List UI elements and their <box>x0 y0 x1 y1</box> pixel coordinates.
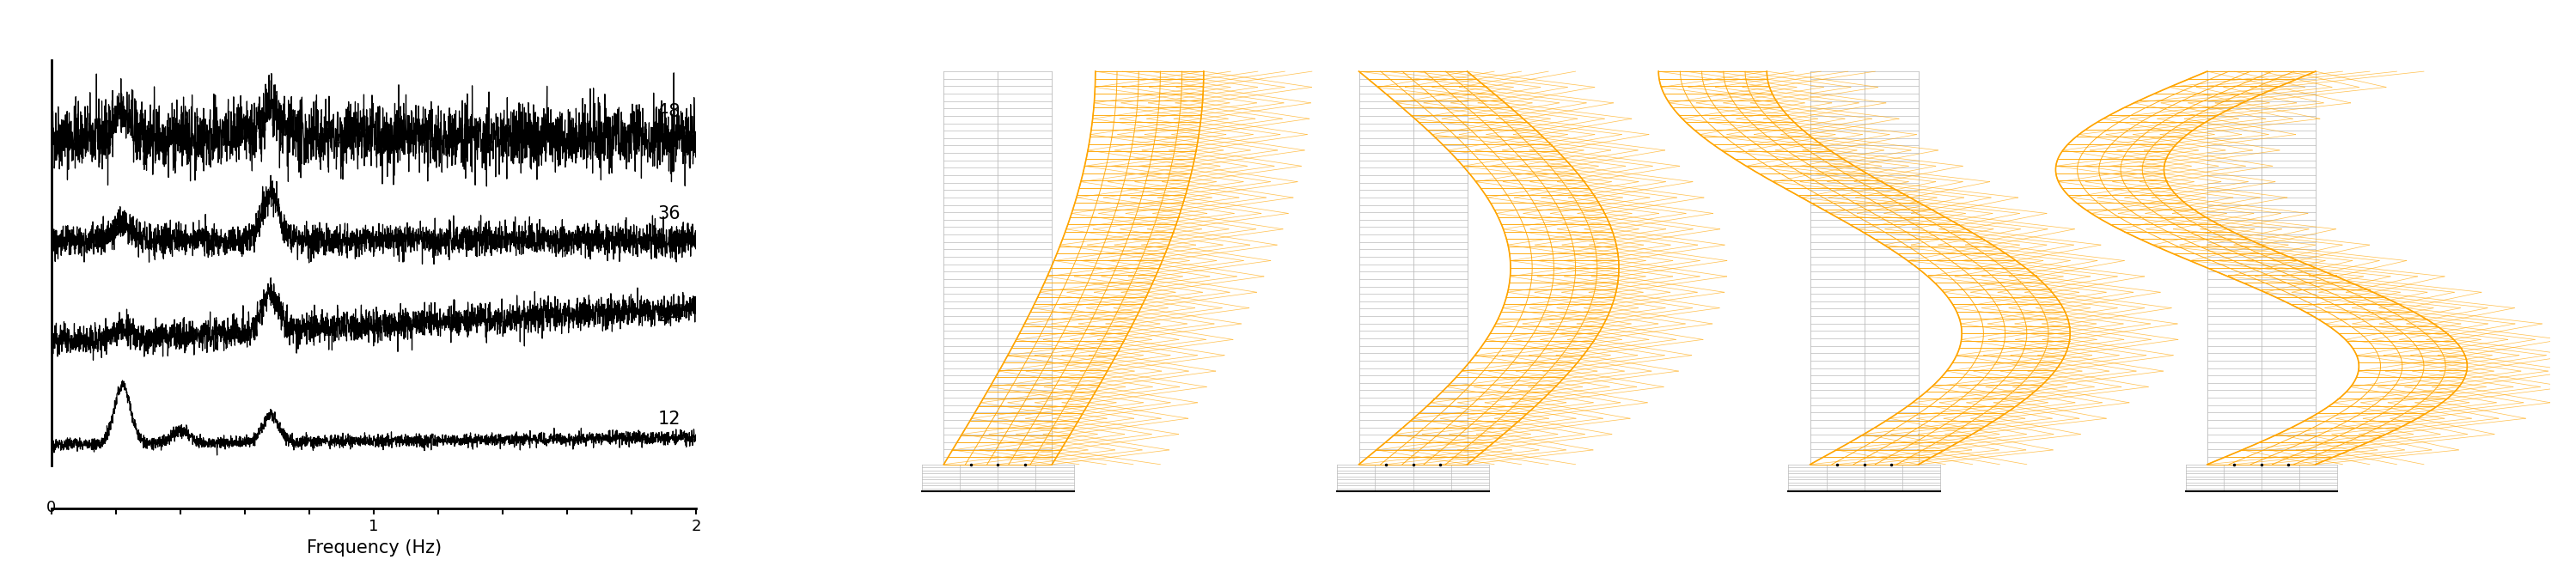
X-axis label: Frequency (Hz): Frequency (Hz) <box>307 539 440 556</box>
Text: 24: 24 <box>657 307 680 325</box>
Text: 36: 36 <box>657 205 680 223</box>
Text: 48: 48 <box>657 103 680 120</box>
Text: 0: 0 <box>46 500 57 516</box>
Text: 12: 12 <box>657 410 680 428</box>
